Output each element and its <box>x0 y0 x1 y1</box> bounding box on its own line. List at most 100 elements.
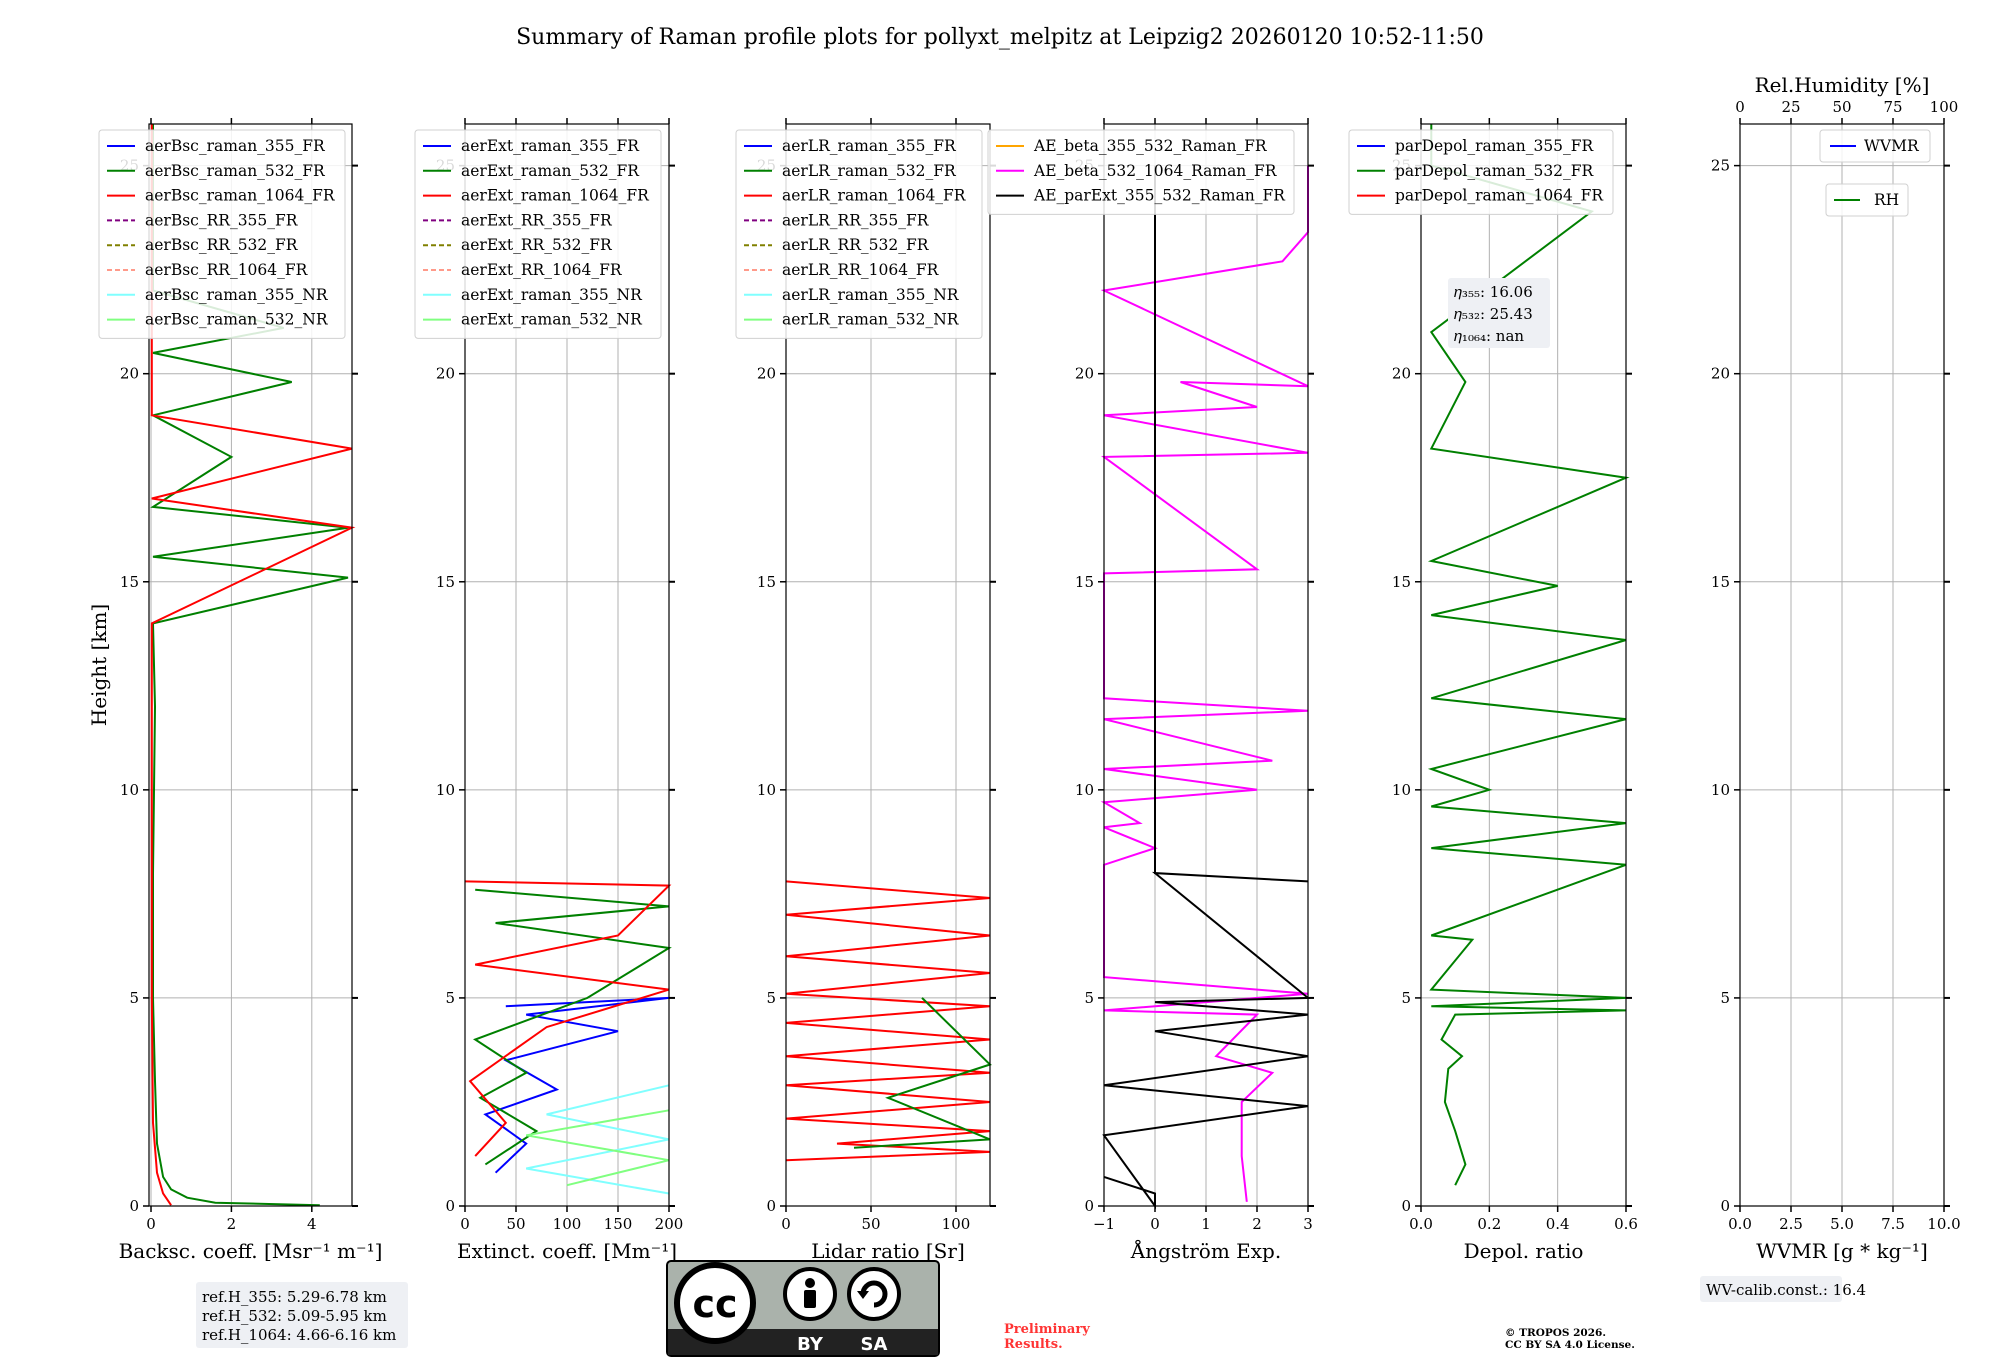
legend-entry: aerExt_raman_532_FR <box>461 162 640 180</box>
series-aerBsc_raman_1064_FR <box>150 124 356 1206</box>
x-tick-label: 200 <box>655 1215 684 1233</box>
x-tick-label: 2.5 <box>1779 1215 1803 1233</box>
copyright-line2: CC BY SA 4.0 License. <box>1505 1339 1635 1351</box>
legend-entry: aerExt_raman_532_NR <box>461 311 643 329</box>
y-tick-label: 20 <box>757 365 776 383</box>
legend-entry: WVMR <box>1864 137 1920 155</box>
ref-h-532: ref.H_532: 5.09-5.95 km <box>202 1307 387 1325</box>
legend-entry: AE_beta_355_532_Raman_FR <box>1033 137 1268 155</box>
ref-h-355: ref.H_355: 5.29-6.78 km <box>202 1288 387 1306</box>
y-tick-label: 20 <box>436 365 455 383</box>
y-tick-label: 25 <box>1711 157 1730 175</box>
x-tick-label: 0.0 <box>1728 1215 1752 1233</box>
y-tick-label: 20 <box>1392 365 1411 383</box>
series-aerExt_raman_532_NR <box>526 1109 670 1187</box>
legend-entry: aerExt_RR_1064_FR <box>461 261 623 279</box>
top-tick-label: 100 <box>1930 98 1959 116</box>
top-tick-label: 25 <box>1781 98 1800 116</box>
y-tick-label: 5 <box>1401 989 1411 1007</box>
legend-box <box>414 129 662 339</box>
y-tick-label: 0 <box>1084 1197 1094 1215</box>
legend-entry: parDepol_raman_1064_FR <box>1395 187 1604 205</box>
legend-entry: aerBsc_raman_1064_FR <box>145 187 336 205</box>
legend-box-rh <box>1825 183 1909 217</box>
y-tick-label: 5 <box>766 989 776 1007</box>
x-tick-label: 100 <box>553 1215 582 1233</box>
x-tick-label: 0.6 <box>1614 1215 1638 1233</box>
x-tick-label: 5.0 <box>1830 1215 1854 1233</box>
series-aerBsc_raman_532_FR <box>150 124 349 1207</box>
y-tick-label: 0 <box>129 1197 139 1215</box>
legend-entry: aerLR_RR_532_FR <box>782 236 930 254</box>
copyright-note: © TROPOS 2026. CC BY SA 4.0 License. <box>1505 1327 1635 1351</box>
panel-lidar_ratio: 0510152025050100Lidar ratio [Sr]aerLR_ra… <box>735 118 996 1263</box>
legend-entry: AE_parExt_355_532_Raman_FR <box>1033 187 1286 205</box>
y-tick-label: 20 <box>1711 365 1730 383</box>
x-tick-label: 1 <box>1201 1215 1211 1233</box>
y-tick-label: 0 <box>1720 1197 1730 1215</box>
legend-entry: aerLR_raman_355_FR <box>782 137 957 155</box>
x-tick-label: 100 <box>942 1215 971 1233</box>
x-tick-label: 0.4 <box>1546 1215 1570 1233</box>
legend-entry: RH <box>1874 191 1899 209</box>
x-tick-label: 50 <box>506 1215 525 1233</box>
preliminary-line1: Preliminary <box>1004 1322 1090 1337</box>
y-tick-label: 20 <box>1075 365 1094 383</box>
x-tick-label: 0 <box>781 1215 791 1233</box>
y-tick-label: 5 <box>1084 989 1094 1007</box>
legend-entry: aerBsc_RR_532_FR <box>145 236 299 254</box>
legend-entry: aerBsc_raman_355_FR <box>145 137 326 155</box>
legend-entry: aerExt_RR_532_FR <box>461 236 613 254</box>
cc-icon <box>674 1262 756 1344</box>
axes-frame <box>785 123 991 1207</box>
y-tick-label: 0 <box>766 1197 776 1215</box>
legend-entry: parDepol_raman_532_FR <box>1395 162 1595 180</box>
panels: 0510152025024Backsc. coeff. [Msr⁻¹ m⁻¹]H… <box>87 73 1961 1263</box>
y-tick-label: 5 <box>129 989 139 1007</box>
x-tick-label: 10.0 <box>1927 1215 1960 1233</box>
legend-entry: aerBsc_raman_355_NR <box>145 286 329 304</box>
y-tick-label: 15 <box>1711 573 1730 591</box>
eta-annotation-box <box>1448 278 1550 348</box>
preliminary-note: Preliminary Results. <box>1004 1322 1090 1352</box>
x-tick-label: −1 <box>1093 1215 1115 1233</box>
ref-h-1064: ref.H_1064: 4.66-6.16 km <box>202 1326 396 1344</box>
x-axis-label: WVMR [g * kg⁻¹] <box>1756 1239 1928 1263</box>
y-tick-label: 10 <box>1075 781 1094 799</box>
panel-wvmr_rh: 0 5 10 15 20 25 0.0 2.5 5.0 7.5 10.0 WVMR [g * kg⁻¹… <box>1711 73 1961 1263</box>
panel-backscatter: 0510152025024Backsc. coeff. [Msr⁻¹ m⁻¹]H… <box>87 118 382 1263</box>
y-tick-label: 10 <box>757 781 776 799</box>
legend-entry: aerExt_raman_1064_FR <box>461 187 650 205</box>
y-tick-label: 15 <box>757 573 776 591</box>
y-tick-label: 5 <box>445 989 455 1007</box>
y-tick-label: 10 <box>436 781 455 799</box>
eta-eta355: 𝜂₃₅₅: 16.06 <box>1454 283 1533 301</box>
x-tick-label: 0.0 <box>1409 1215 1433 1233</box>
legend-entry: aerBsc_raman_532_NR <box>145 311 329 329</box>
x-tick-label: 150 <box>604 1215 633 1233</box>
legend-entry: parDepol_raman_355_FR <box>1395 137 1595 155</box>
x-tick-label: 2 <box>227 1215 237 1233</box>
legend-entry: aerExt_RR_355_FR <box>461 211 613 229</box>
x-axis-label: Backsc. coeff. [Msr⁻¹ m⁻¹] <box>119 1239 383 1263</box>
x-tick-label: 50 <box>861 1215 880 1233</box>
by-label: BY <box>797 1334 824 1355</box>
top-tick-label: 50 <box>1832 98 1851 116</box>
legend-box <box>987 129 1295 215</box>
y-tick-label: 0 <box>1401 1197 1411 1215</box>
eta-eta1064: 𝜂₁₀₆₄: nan <box>1454 327 1524 345</box>
eta-eta532: 𝜂₅₃₂: 25.43 <box>1454 305 1533 323</box>
legend-entry: aerBsc_RR_355_FR <box>145 211 299 229</box>
y-axis-label: Height [km] <box>87 604 111 726</box>
cc-license-badge: cc BY SA <box>666 1260 940 1357</box>
x-axis-label: Extinct. coeff. [Mm⁻¹] <box>457 1239 677 1263</box>
series-aerLR_raman_1064_FR <box>785 880 991 1162</box>
legend-box <box>1348 129 1614 215</box>
series-AE_beta_532_1064_Raman_FR <box>1100 165 1309 1202</box>
x-axis-label: Ångström Exp. <box>1130 1238 1281 1263</box>
series-AE_parExt_355_532_Raman_FR <box>1102 165 1311 1210</box>
y-tick-label: 15 <box>120 573 139 591</box>
y-tick-label: 0 <box>445 1197 455 1215</box>
top-axis-label: Rel.Humidity [%] <box>1755 73 1930 97</box>
